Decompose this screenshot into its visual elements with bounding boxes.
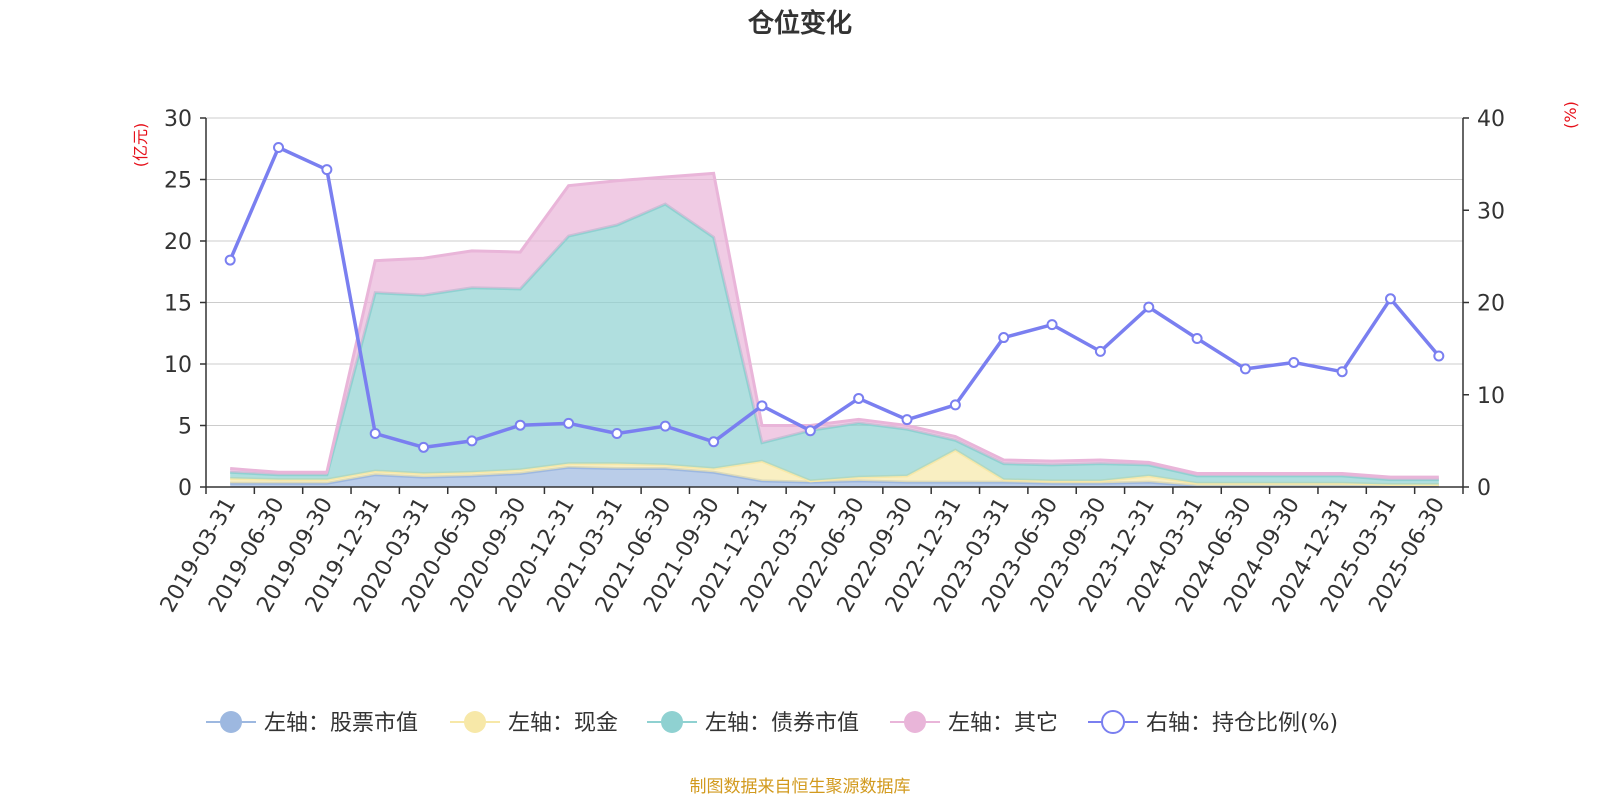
ratio-point bbox=[563, 417, 575, 429]
ratio-point bbox=[756, 400, 768, 412]
area-series-2 bbox=[230, 204, 1439, 485]
left-tick-label: 0 bbox=[178, 476, 192, 501]
ratio-point bbox=[804, 425, 816, 437]
legend: 左轴：股票市值 左轴：现金 左轴：债券市值 左轴：其它 右轴：持仓比例(%) bbox=[206, 710, 1338, 736]
right-tick-label: 10 bbox=[1477, 384, 1505, 409]
ratio-point bbox=[1288, 356, 1300, 368]
left-tick-label: 10 bbox=[164, 353, 192, 378]
right-tick-label: 30 bbox=[1477, 199, 1505, 224]
legend-marker bbox=[1101, 710, 1125, 734]
left-tick-label: 25 bbox=[164, 169, 192, 194]
ratio-point bbox=[998, 332, 1010, 344]
chart-title: 仓位变化 bbox=[747, 8, 852, 39]
stacked-areas bbox=[230, 171, 1439, 488]
ratio-point bbox=[1433, 350, 1445, 362]
ratio-point bbox=[369, 427, 381, 439]
right-axis-unit: (%) bbox=[1561, 101, 1580, 129]
right-tick-label: 40 bbox=[1477, 107, 1505, 132]
left-tick-label: 5 bbox=[178, 415, 192, 440]
right-tick-label: 0 bbox=[1477, 476, 1491, 501]
ratio-point bbox=[466, 435, 478, 447]
legend-label: 左轴：股票市值 bbox=[264, 711, 418, 736]
left-tick-label: 20 bbox=[164, 230, 192, 255]
ratio-point bbox=[1046, 319, 1058, 331]
ratio-point bbox=[418, 441, 430, 453]
legend-label: 右轴：持仓比例(%) bbox=[1146, 711, 1338, 736]
ratio-point bbox=[1143, 301, 1155, 313]
ratio-point bbox=[611, 427, 623, 439]
ratio-point bbox=[224, 254, 236, 266]
ratio-point bbox=[1384, 293, 1396, 305]
ratio-point bbox=[321, 164, 333, 176]
left-tick-label: 30 bbox=[164, 107, 192, 132]
ratio-point bbox=[901, 414, 913, 426]
area-edge-series-3 bbox=[230, 171, 1439, 479]
legend-marker bbox=[220, 711, 242, 733]
ratio-point bbox=[1239, 363, 1251, 375]
ratio-point bbox=[1191, 332, 1203, 344]
legend-label: 左轴：其它 bbox=[948, 711, 1058, 736]
ratio-line-path bbox=[228, 145, 1441, 450]
ratio-point bbox=[659, 420, 671, 432]
ratio-point bbox=[1336, 366, 1348, 378]
area-series-3 bbox=[230, 173, 1439, 480]
data-source-note: 制图数据来自恒生聚源数据库 bbox=[690, 777, 911, 797]
ratio-point bbox=[853, 392, 865, 404]
left-axis-unit: (亿元) bbox=[131, 123, 150, 168]
ratio-point bbox=[514, 419, 526, 431]
legend-marker bbox=[464, 711, 486, 733]
left-tick-label: 15 bbox=[164, 292, 192, 317]
legend-marker bbox=[904, 711, 926, 733]
ratio-point bbox=[1094, 345, 1106, 357]
right-tick-label: 20 bbox=[1477, 292, 1505, 317]
ratio-point bbox=[949, 399, 961, 411]
legend-label: 左轴：债券市值 bbox=[705, 711, 859, 736]
ratio-point bbox=[273, 142, 285, 154]
ratio-point bbox=[708, 436, 720, 448]
ratio-line bbox=[224, 142, 1445, 453]
legend-marker bbox=[661, 711, 683, 733]
legend-label: 左轴：现金 bbox=[508, 711, 618, 736]
